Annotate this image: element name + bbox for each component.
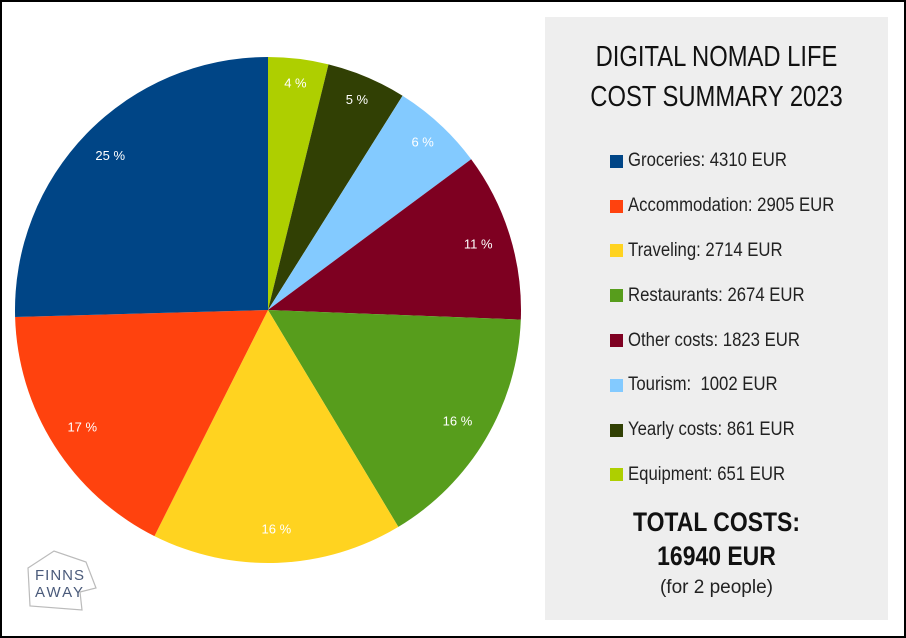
legend-label: Accommodation: 2905 EUR xyxy=(628,195,835,217)
legend-swatch xyxy=(610,244,623,258)
legend-item: Equipment: 651 EUR xyxy=(610,453,862,498)
slice-percent-label: 11 % xyxy=(464,236,493,251)
svg-text:FINNS: FINNS xyxy=(35,567,85,584)
legend-item: Other costs: 1823 EUR xyxy=(610,318,862,363)
legend-swatch xyxy=(610,378,623,392)
title-line-2: COST SUMMARY 2023 xyxy=(590,81,843,113)
total-value: 16940 EUR xyxy=(657,541,776,571)
pie-slice-accommodation xyxy=(15,310,268,537)
slice-percent-label: 4 % xyxy=(284,75,307,90)
legend-swatch xyxy=(610,468,623,482)
legend-label: Tourism: 1002 EUR xyxy=(628,374,778,396)
legend-item: Yearly costs: 861 EUR xyxy=(610,408,862,453)
legend: Groceries: 4310 EUR Accommodation: 2905 E… xyxy=(610,139,862,497)
people-note: (for 2 people) xyxy=(659,577,773,598)
pie-slice-other-costs xyxy=(268,159,521,320)
legend-label: Equipment: 651 EUR xyxy=(628,463,786,485)
finnsaway-logo: FINNS AWAY xyxy=(27,550,97,611)
legend-swatch xyxy=(610,334,623,348)
svg-text:AWAY: AWAY xyxy=(35,584,85,601)
legend-label: Traveling: 2714 EUR xyxy=(628,239,783,261)
legend-swatch xyxy=(610,199,623,213)
pie-slice-traveling xyxy=(154,310,399,563)
summary-panel: DIGITAL NOMAD LIFE COST SUMMARY 2023 Gro… xyxy=(545,17,888,620)
slice-percent-label: 6 % xyxy=(411,134,434,149)
legend-label: Other costs: 1823 EUR xyxy=(628,329,800,351)
legend-item: Traveling: 2714 EUR xyxy=(610,229,862,274)
legend-item: Groceries: 4310 EUR xyxy=(610,139,862,184)
pie-slice-yearly-costs xyxy=(268,64,403,310)
slice-percent-label: 5 % xyxy=(346,92,369,107)
legend-item: Tourism: 1002 EUR xyxy=(610,363,862,408)
slice-percent-label: 17 % xyxy=(67,420,97,435)
total-costs: TOTAL COSTS: 16940 EUR xyxy=(545,505,888,573)
slice-percent-label: 16 % xyxy=(262,521,292,536)
slice-percent-label: 16 % xyxy=(443,413,473,428)
pie-chart: 4 % 5 % 6 % 11 % 16 % 16 % 17 % 25 % xyxy=(14,57,521,563)
legend-label: Groceries: 4310 EUR xyxy=(628,150,787,172)
legend-label: Restaurants: 2674 EUR xyxy=(628,284,805,306)
legend-item: Accommodation: 2905 EUR xyxy=(610,184,862,229)
legend-swatch xyxy=(610,423,623,437)
legend-item: Restaurants: 2674 EUR xyxy=(610,273,862,318)
pie-slice-groceries xyxy=(14,57,268,318)
slice-percent-label: 25 % xyxy=(95,148,125,163)
pie-slice-tourism xyxy=(268,95,472,310)
legend-swatch xyxy=(610,289,623,303)
total-label: TOTAL COSTS: xyxy=(632,507,801,537)
legend-label: Yearly costs: 861 EUR xyxy=(628,419,795,441)
pie-slice-equipment xyxy=(268,57,329,310)
legend-swatch xyxy=(610,154,623,168)
pie-slice-restaurants xyxy=(268,310,521,527)
chart-title: DIGITAL NOMAD LIFE COST SUMMARY 2023 xyxy=(576,37,857,117)
title-line-1: DIGITAL NOMAD LIFE xyxy=(595,41,838,73)
